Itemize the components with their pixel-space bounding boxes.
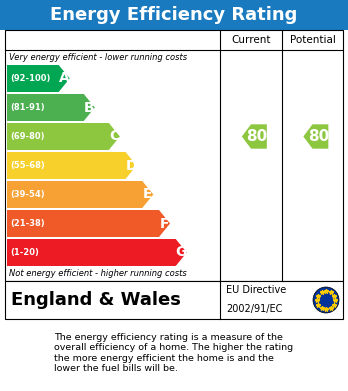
Text: G: G — [175, 246, 187, 260]
Text: (92-100): (92-100) — [10, 74, 50, 83]
Bar — [5, 30, 343, 281]
Text: B: B — [84, 100, 95, 115]
Text: (39-54): (39-54) — [10, 190, 45, 199]
Text: (1-20): (1-20) — [10, 248, 39, 257]
Text: A: A — [59, 72, 70, 86]
Circle shape — [313, 287, 339, 313]
Text: The energy efficiency rating is a measure of the
overall efficiency of a home. T: The energy efficiency rating is a measur… — [54, 333, 294, 373]
Polygon shape — [7, 65, 70, 92]
Polygon shape — [7, 181, 153, 208]
Text: Potential: Potential — [290, 35, 335, 45]
Polygon shape — [7, 239, 187, 266]
Text: F: F — [160, 217, 169, 231]
Text: (21-38): (21-38) — [10, 219, 45, 228]
Polygon shape — [7, 210, 170, 237]
Text: (55-68): (55-68) — [10, 161, 45, 170]
Text: (69-80): (69-80) — [10, 132, 45, 141]
Text: Energy Efficiency Rating: Energy Efficiency Rating — [50, 6, 298, 24]
Bar — [0, 0, 348, 30]
Text: 80: 80 — [246, 129, 267, 144]
Text: D: D — [125, 158, 137, 172]
Polygon shape — [303, 124, 328, 149]
Polygon shape — [7, 123, 120, 150]
Text: EU Directive: EU Directive — [226, 285, 286, 295]
Polygon shape — [7, 152, 136, 179]
Polygon shape — [242, 124, 267, 149]
Text: England & Wales: England & Wales — [11, 291, 181, 309]
Bar — [5, 281, 343, 319]
Text: 2002/91/EC: 2002/91/EC — [226, 304, 282, 314]
Text: Current: Current — [231, 35, 271, 45]
Text: E: E — [143, 188, 152, 201]
Polygon shape — [7, 94, 95, 121]
Text: 80: 80 — [308, 129, 329, 144]
Text: Not energy efficient - higher running costs: Not energy efficient - higher running co… — [9, 269, 187, 278]
Text: Very energy efficient - lower running costs: Very energy efficient - lower running co… — [9, 52, 187, 61]
Text: C: C — [109, 129, 119, 143]
Text: (81-91): (81-91) — [10, 103, 45, 112]
